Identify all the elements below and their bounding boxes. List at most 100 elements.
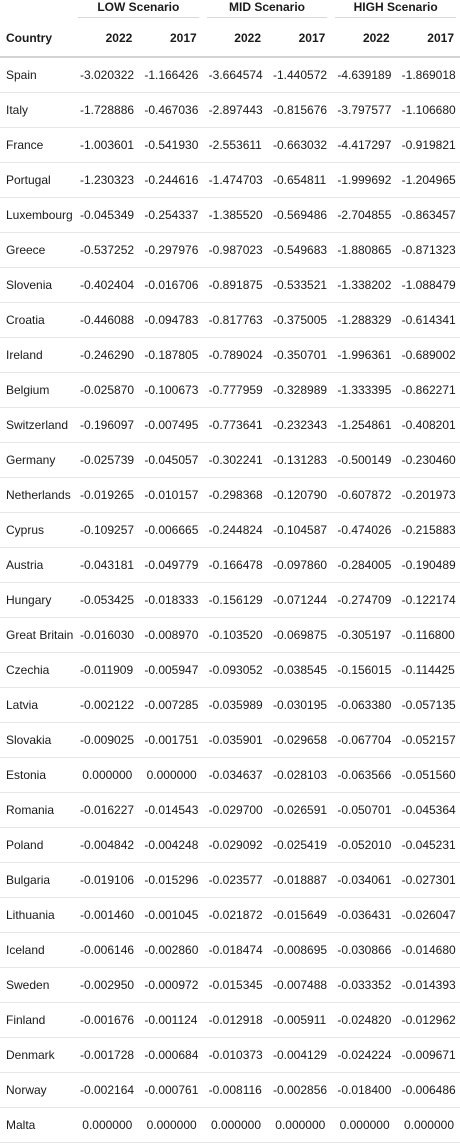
country-cell: Greece: [0, 232, 74, 268]
mid-2017-cell: -0.004129: [267, 1037, 332, 1073]
low-2022-cell: -0.109257: [74, 512, 139, 548]
mid-2022-cell: -0.035989: [202, 687, 267, 723]
low-2017-cell: -0.254337: [138, 197, 203, 233]
mid-2017-cell: -0.569486: [267, 197, 332, 233]
group-header-row: LOW Scenario MID Scenario HIGH Scenario: [0, 0, 460, 20]
group-spacer: [0, 0, 74, 20]
table-row: Estonia 0.000000 0.000000 -0.034637 -0.02810…: [0, 757, 460, 793]
high-2022-cell: -0.156015: [331, 652, 396, 688]
high-2022-cell: -0.474026: [331, 512, 396, 548]
country-cell: Denmark: [0, 1037, 74, 1073]
high-2022-cell: -0.500149: [331, 442, 396, 478]
table-row: Poland -0.004842 -0.004248 -0.029092 -0.0254…: [0, 827, 460, 863]
low-2022-cell: -0.004842: [74, 827, 139, 863]
country-cell: Switzerland: [0, 407, 74, 443]
country-cell: Estonia: [0, 757, 74, 793]
mid-2022-cell: -1.474703: [202, 162, 267, 198]
low-2017-cell: -0.000972: [138, 967, 203, 1003]
high-2017-cell: -0.051560: [395, 757, 460, 793]
low-2017-cell: -0.007285: [138, 687, 203, 723]
low-2022-cell: -0.043181: [74, 547, 139, 583]
mid-2022-cell: -0.034637: [202, 757, 267, 793]
column-header-high-2017: 2017: [395, 20, 460, 58]
mid-2022-cell: -2.553611: [202, 127, 267, 163]
country-cell: Sweden: [0, 967, 74, 1003]
high-2017-cell: -0.014680: [395, 932, 460, 968]
high-2017-cell: -1.088479: [395, 267, 460, 303]
country-cell: Slovakia: [0, 722, 74, 758]
high-2017-cell: -0.215883: [395, 512, 460, 548]
country-cell: Latvia: [0, 687, 74, 723]
mid-2017-cell: -0.663032: [267, 127, 332, 163]
table-row: Slovenia -0.402404 -0.016706 -0.891875 -0.53…: [0, 267, 460, 303]
table-row: Sweden -0.002950 -0.000972 -0.015345 -0.0074…: [0, 967, 460, 1003]
low-2022-cell: -0.001460: [74, 897, 139, 933]
high-2022-cell: -0.030866: [331, 932, 396, 968]
group-header-low: LOW Scenario: [74, 0, 203, 20]
high-2017-cell: -1.106680: [395, 92, 460, 128]
low-2022-cell: -1.728886: [74, 92, 139, 128]
low-2017-cell: 0.000000: [138, 757, 203, 793]
low-2017-cell: -0.244616: [138, 162, 203, 198]
mid-2017-cell: -0.120790: [267, 477, 332, 513]
high-2022-cell: -1.996361: [331, 337, 396, 373]
high-2022-cell: 0.000000: [331, 1107, 396, 1143]
low-2017-cell: -0.094783: [138, 302, 203, 338]
low-2022-cell: 0.000000: [74, 757, 139, 793]
table-row: Iceland -0.006146 -0.002860 -0.018474 -0.008…: [0, 932, 460, 968]
mid-2017-cell: -0.815676: [267, 92, 332, 128]
table-row: Denmark -0.001728 -0.000684 -0.010373 -0.004…: [0, 1037, 460, 1073]
country-cell: Netherlands: [0, 477, 74, 513]
mid-2017-cell: -0.005911: [267, 1002, 332, 1038]
mid-2017-cell: -0.025419: [267, 827, 332, 863]
high-2022-cell: -0.024224: [331, 1037, 396, 1073]
high-2017-cell: -0.689002: [395, 337, 460, 373]
mid-2017-cell: -0.104587: [267, 512, 332, 548]
low-2017-cell: -0.018333: [138, 582, 203, 618]
low-2017-cell: -0.541930: [138, 127, 203, 163]
mid-2022-cell: -0.012918: [202, 1002, 267, 1038]
country-cell: Romania: [0, 792, 74, 828]
low-2017-cell: -0.016706: [138, 267, 203, 303]
mid-2022-cell: -3.664574: [202, 57, 267, 93]
high-2022-cell: -0.033352: [331, 967, 396, 1003]
table-row: Italy -1.728886 -0.467036 -2.897443 -0.81567…: [0, 92, 460, 128]
high-2022-cell: -0.018400: [331, 1072, 396, 1108]
mid-2017-cell: -0.069875: [267, 617, 332, 653]
low-2022-cell: -0.006146: [74, 932, 139, 968]
column-header-country: Country: [0, 20, 74, 58]
mid-2017-cell: -0.002856: [267, 1072, 332, 1108]
low-2022-cell: -0.025739: [74, 442, 139, 478]
low-2022-cell: -0.016030: [74, 617, 139, 653]
high-2022-cell: -0.034061: [331, 862, 396, 898]
table-row: Portugal -1.230323 -0.244616 -1.474703 -0.65…: [0, 162, 460, 198]
mid-2022-cell: -0.023577: [202, 862, 267, 898]
table-row: Latvia -0.002122 -0.007285 -0.035989 -0.0301…: [0, 687, 460, 723]
high-2022-cell: -0.274709: [331, 582, 396, 618]
table-row: Luxembourg -0.045349 -0.254337 -1.385520 -0.…: [0, 197, 460, 233]
mid-2022-cell: -1.385520: [202, 197, 267, 233]
high-2022-cell: -0.050701: [331, 792, 396, 828]
column-header-mid-2022: 2022: [202, 20, 267, 58]
mid-2022-cell: -0.773641: [202, 407, 267, 443]
mid-2017-cell: -0.350701: [267, 337, 332, 373]
table-body: Spain -3.020322 -1.166426 -3.664574 -1.44057…: [0, 57, 460, 1143]
high-2017-cell: -0.027301: [395, 862, 460, 898]
low-2022-cell: -0.009025: [74, 722, 139, 758]
mid-2022-cell: -0.010373: [202, 1037, 267, 1073]
table-row: Malta 0.000000 0.000000 0.000000 0.000000 0.0…: [0, 1107, 460, 1143]
low-2017-cell: -0.007495: [138, 407, 203, 443]
high-2017-cell: -0.026047: [395, 897, 460, 933]
high-2022-cell: -1.254861: [331, 407, 396, 443]
low-2017-cell: -1.166426: [138, 57, 203, 93]
country-cell: Spain: [0, 57, 74, 93]
low-2017-cell: -0.005947: [138, 652, 203, 688]
high-2022-cell: -0.067704: [331, 722, 396, 758]
mid-2017-cell: -0.030195: [267, 687, 332, 723]
high-2017-cell: -0.057135: [395, 687, 460, 723]
high-2022-cell: -0.052010: [331, 827, 396, 863]
high-2017-cell: -0.863457: [395, 197, 460, 233]
country-cell: Belgium: [0, 372, 74, 408]
table-row: Austria -0.043181 -0.049779 -0.166478 -0.097…: [0, 547, 460, 583]
